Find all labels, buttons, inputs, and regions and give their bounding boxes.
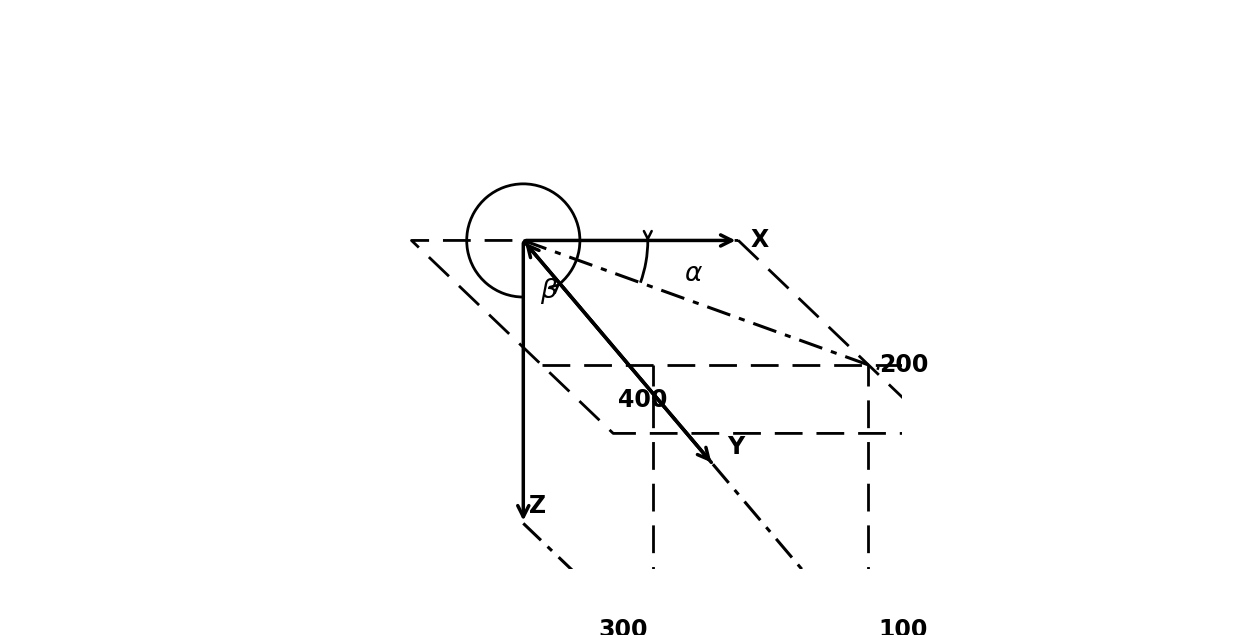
Text: 200: 200 — [878, 353, 928, 377]
Text: 300: 300 — [598, 618, 648, 635]
Text: $\beta$: $\beta$ — [540, 276, 558, 306]
Text: Z: Z — [529, 494, 546, 518]
Text: 400: 400 — [618, 388, 668, 412]
Text: $\alpha$: $\alpha$ — [684, 262, 703, 288]
Text: X: X — [751, 229, 769, 253]
Text: Y: Y — [727, 435, 745, 459]
Text: 100: 100 — [878, 618, 928, 635]
